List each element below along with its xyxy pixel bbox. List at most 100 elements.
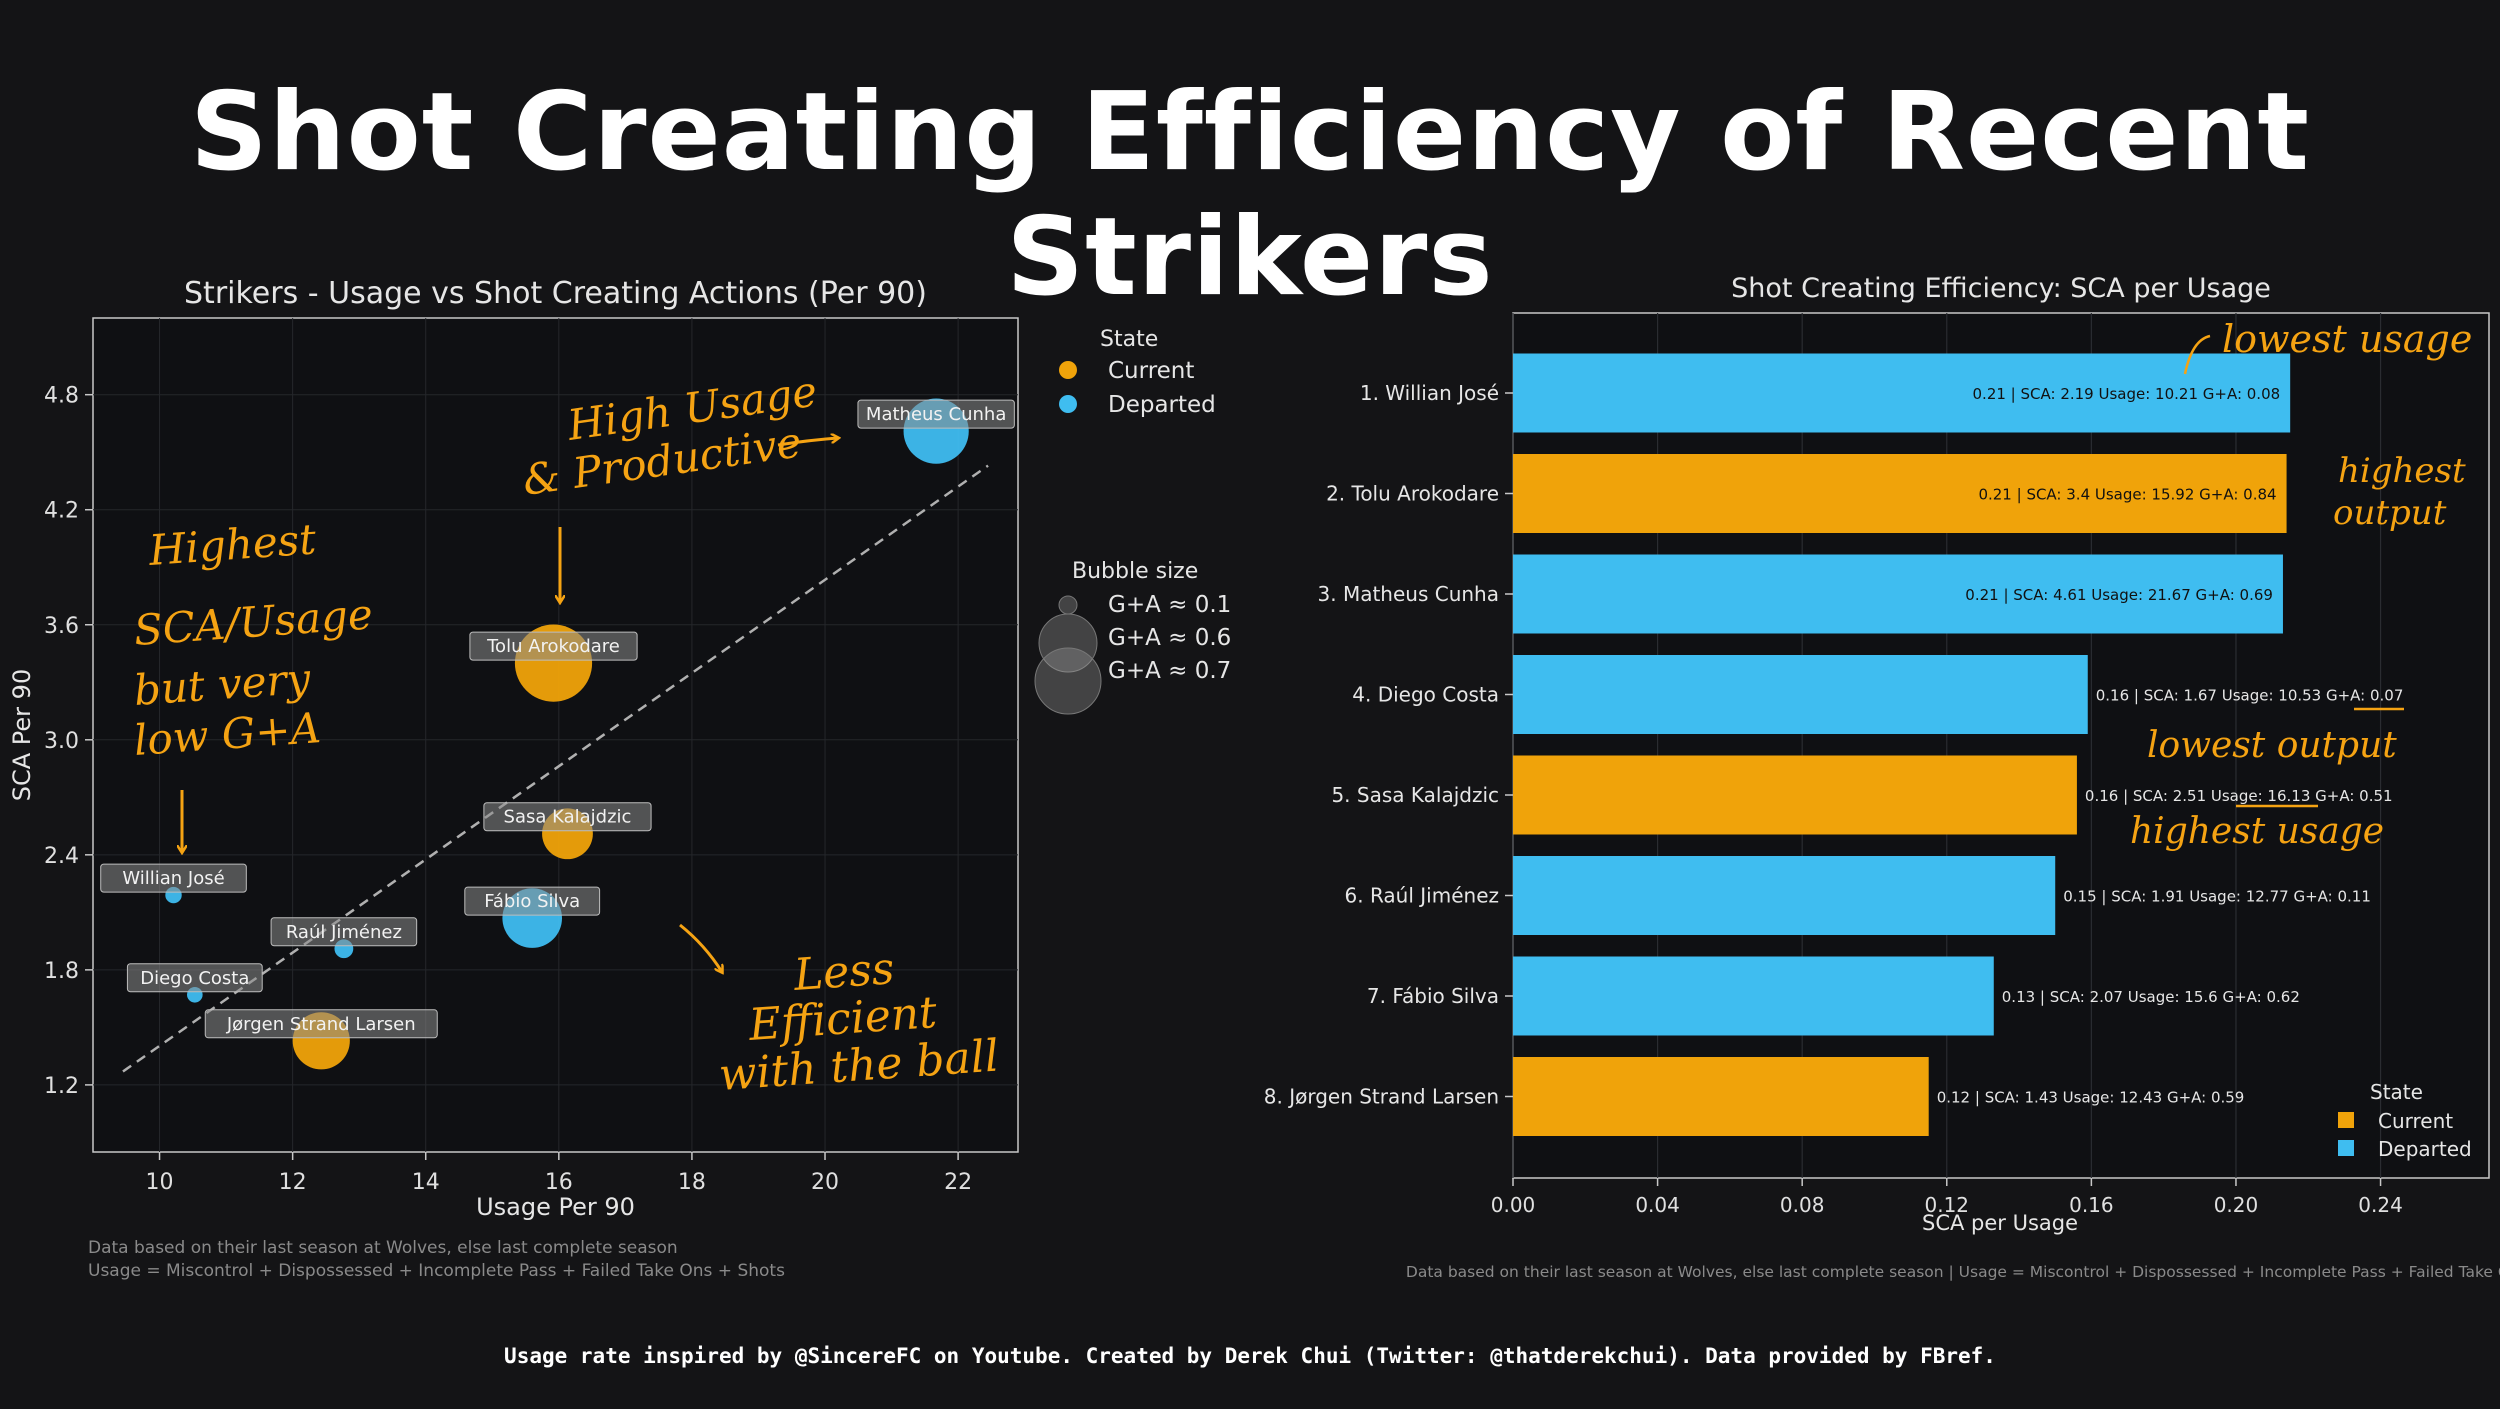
scatter-y-tick-label: 1.2 xyxy=(44,1074,79,1099)
bar-data-label: 0.16 | SCA: 2.51 Usage: 16.13 G+A: 0.51 xyxy=(2085,787,2393,805)
state-legend-marker xyxy=(1059,361,1077,379)
bar-legend-label: Current xyxy=(2378,1109,2453,1133)
bar-legend-marker xyxy=(2338,1112,2354,1128)
scatter-point-label: Raúl Jiménez xyxy=(286,922,402,943)
bar-data-label: 0.21 | SCA: 2.19 Usage: 10.21 G+A: 0.08 xyxy=(1973,385,2281,403)
scatter-point-label-box xyxy=(204,1009,438,1039)
scatter-point-label-box xyxy=(857,399,1015,429)
bar-x-tick-label: 0.04 xyxy=(1635,1193,1680,1217)
scatter-x-tick-label: 16 xyxy=(545,1170,573,1195)
bar-chart: Shot Creating Efficiency: SCA per Usage 0… xyxy=(1264,273,2500,1281)
bar-data-label: 0.12 | SCA: 1.43 Usage: 12.43 G+A: 0.59 xyxy=(1937,1089,2245,1107)
scatter-point-label: Tolu Arokodare xyxy=(486,636,620,657)
scatter-point-label-box xyxy=(464,886,601,916)
main-title: Shot Creating Efficiency of Recent Strik… xyxy=(189,70,2311,320)
annotation-lowest-usage: lowest usage xyxy=(2222,317,2472,361)
bar-data-label: 0.21 | SCA: 3.4 Usage: 15.92 G+A: 0.84 xyxy=(1978,486,2276,504)
scatter-point-label-box xyxy=(270,917,418,947)
bar-category-label: 3. Matheus Cunha xyxy=(1318,582,1499,606)
bar xyxy=(1513,1057,1929,1136)
bar-legend-label: Departed xyxy=(2378,1137,2472,1161)
annotation-highest-output: output xyxy=(2333,493,2447,533)
bar xyxy=(1513,454,2287,533)
bar xyxy=(1513,956,1994,1036)
scatter-y-tick-label: 2.4 xyxy=(44,844,79,869)
bar-x-tick-label: 0.00 xyxy=(1491,1193,1536,1217)
size-legend-label: G+A ≈ 0.7 xyxy=(1108,658,1231,684)
scatter-point-label: Sasa Kalajdzic xyxy=(504,807,632,828)
annotation-highest-usage: highest usage xyxy=(2130,811,2384,852)
state-legend-label: Departed xyxy=(1108,392,1216,418)
bar-x-tick-label: 0.20 xyxy=(2214,1193,2259,1217)
scatter-x-tick-label: 18 xyxy=(678,1170,706,1195)
annotation-arrow-diag xyxy=(679,923,722,972)
state-legend-title: State xyxy=(1100,327,1158,352)
scatter-x-tick-label: 14 xyxy=(412,1170,440,1195)
bar-category-label: 4. Diego Costa xyxy=(1352,683,1499,707)
bar-note: Data based on their last season at Wolve… xyxy=(1406,1263,2500,1281)
scatter-point-label: Diego Costa xyxy=(140,968,249,989)
bar-x-tick-label: 0.12 xyxy=(1925,1193,1970,1217)
bar-category-label: 2. Tolu Arokodare xyxy=(1326,482,1499,506)
scatter-y-tick-label: 3.0 xyxy=(44,729,79,754)
scatter-y-tick-label: 3.6 xyxy=(44,614,79,639)
bar-data-label: 0.16 | SCA: 1.67 Usage: 10.53 G+A: 0.07 xyxy=(2096,687,2404,705)
scatter-point-label-box xyxy=(483,802,652,832)
size-legend-label: G+A ≈ 0.6 xyxy=(1108,625,1231,651)
bar-x-tick-label: 0.24 xyxy=(2358,1193,2403,1217)
annotation-lowest-output: lowest output xyxy=(2147,725,2397,766)
bar-category-label: 1. Willian José xyxy=(1360,381,1499,405)
scatter-point-label: Matheus Cunha xyxy=(866,404,1006,425)
scatter-y-tick-label: 4.2 xyxy=(44,499,79,524)
bar-data-label: 0.21 | SCA: 4.61 Usage: 21.67 G+A: 0.69 xyxy=(1965,586,2273,604)
size-legend-marker xyxy=(1038,613,1098,673)
bar-legend-title: State xyxy=(2370,1080,2423,1104)
bar-category-label: 7. Fábio Silva xyxy=(1367,984,1499,1008)
scatter-x-tick-label: 12 xyxy=(279,1170,307,1195)
annotation-arrow-right xyxy=(777,438,838,447)
scatter-x-axis-label: Usage Per 90 xyxy=(476,1193,635,1221)
size-legend-title: Bubble size xyxy=(1072,559,1198,584)
bar xyxy=(1513,554,2283,634)
bar-x-tick-label: 0.16 xyxy=(2069,1193,2114,1217)
footer-credit: Usage rate inspired by @SincereFC on You… xyxy=(504,1344,1996,1368)
scatter-point-label: Willian José xyxy=(122,868,224,889)
scatter-trendline xyxy=(122,464,989,1073)
size-legend-marker xyxy=(1034,647,1102,715)
scatter-point-label-box xyxy=(100,863,247,893)
size-legend-marker xyxy=(1058,595,1078,615)
bar xyxy=(1513,353,2291,433)
scatter-x-tick-label: 22 xyxy=(944,1170,972,1195)
scatter-title: Strikers - Usage vs Shot Creating Action… xyxy=(184,276,927,311)
scatter-point-label: Fábio Silva xyxy=(484,891,580,912)
bar xyxy=(1513,655,2088,734)
scatter-x-tick-label: 10 xyxy=(146,1170,174,1195)
bar-data-label: 0.13 | SCA: 2.07 Usage: 15.6 G+A: 0.62 xyxy=(2002,988,2300,1006)
annotation-highest-sca: Highest xyxy=(146,514,317,575)
scatter-y-axis-label: SCA Per 90 xyxy=(8,669,36,801)
annotation-less-efficient: Less xyxy=(791,943,896,1001)
scatter-note: Usage = Miscontrol + Dispossessed + Inco… xyxy=(88,1261,785,1281)
bar-title: Shot Creating Efficiency: SCA per Usage xyxy=(1731,273,2271,304)
bar-x-tick-label: 0.08 xyxy=(1780,1193,1825,1217)
annotation-curve xyxy=(2183,334,2211,375)
scatter-point-label-box xyxy=(469,631,638,661)
bar xyxy=(1513,856,2056,935)
bar-x-axis-label: SCA per Usage xyxy=(1922,1211,2078,1235)
annotation-highest-output: highest xyxy=(2338,451,2466,491)
scatter-point-label: Jørgen Strand Larsen xyxy=(226,1014,416,1035)
state-legend-label: Current xyxy=(1108,358,1194,384)
size-legend-label: G+A ≈ 0.1 xyxy=(1108,592,1231,618)
scatter-chart: Strikers - Usage vs Shot Creating Action… xyxy=(8,276,1231,1281)
scatter-point-label-box xyxy=(126,963,263,993)
bar-category-label: 6. Raúl Jiménez xyxy=(1345,884,1499,908)
bar xyxy=(1513,755,2077,835)
bar-category-label: 5. Sasa Kalajdzic xyxy=(1331,783,1499,807)
scatter-y-tick-label: 1.8 xyxy=(44,959,79,984)
scatter-y-tick-label: 4.8 xyxy=(44,384,79,409)
bar-data-label: 0.15 | SCA: 1.91 Usage: 12.77 G+A: 0.11 xyxy=(2063,888,2371,906)
bar-category-label: 8. Jørgen Strand Larsen xyxy=(1264,1085,1499,1109)
state-legend-marker xyxy=(1059,395,1077,413)
